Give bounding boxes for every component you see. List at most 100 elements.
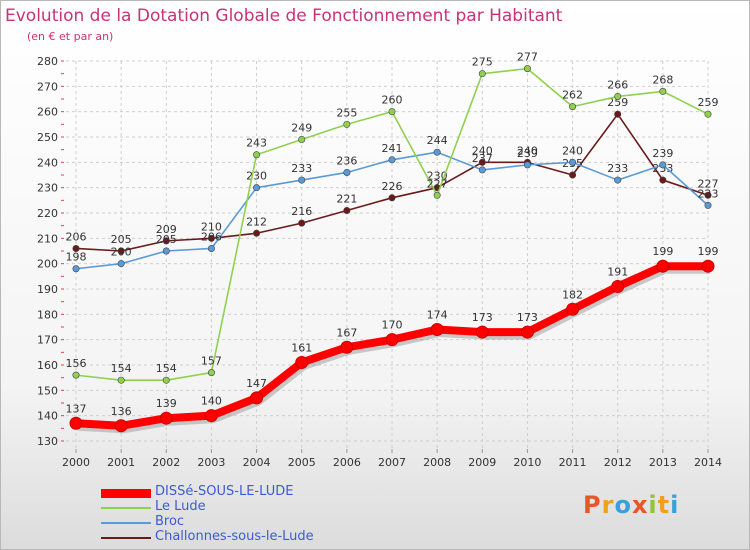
data-label: 240 bbox=[562, 144, 583, 157]
y-tick-label: 140 bbox=[37, 410, 58, 423]
data-point bbox=[614, 176, 622, 184]
data-label: 239 bbox=[517, 147, 538, 160]
data-point bbox=[340, 340, 354, 354]
data-label: 156 bbox=[66, 357, 87, 370]
data-point bbox=[614, 110, 622, 118]
data-label: 137 bbox=[66, 402, 87, 415]
legend-label: Le Lude bbox=[155, 499, 206, 514]
data-label: 139 bbox=[156, 397, 177, 410]
data-label: 170 bbox=[382, 319, 403, 332]
data-label: 206 bbox=[201, 230, 222, 243]
data-label: 210 bbox=[201, 220, 222, 233]
data-point bbox=[343, 206, 351, 214]
data-label: 249 bbox=[291, 122, 312, 135]
data-label: 233 bbox=[291, 162, 312, 175]
data-point bbox=[343, 120, 351, 128]
data-point bbox=[72, 244, 80, 252]
x-tick-label: 2010 bbox=[513, 456, 541, 469]
x-tick-label: 2008 bbox=[423, 456, 451, 469]
data-label: 277 bbox=[517, 51, 538, 64]
data-point bbox=[343, 168, 351, 176]
data-point bbox=[298, 136, 306, 144]
data-point bbox=[704, 191, 712, 199]
data-label: 199 bbox=[698, 245, 719, 258]
x-tick-label: 2012 bbox=[604, 456, 632, 469]
x-tick-label: 2006 bbox=[333, 456, 361, 469]
data-point bbox=[298, 219, 306, 227]
data-label: 230 bbox=[246, 170, 267, 183]
data-point bbox=[478, 70, 486, 78]
logo-letter: o bbox=[614, 491, 632, 519]
data-label: 154 bbox=[156, 362, 177, 375]
data-point bbox=[566, 302, 580, 316]
data-label: 212 bbox=[246, 215, 267, 228]
data-label: 240 bbox=[472, 144, 493, 157]
data-label: 262 bbox=[562, 89, 583, 102]
data-label: 259 bbox=[607, 96, 628, 109]
data-point bbox=[523, 161, 531, 169]
data-point bbox=[659, 161, 667, 169]
x-tick-label: 2000 bbox=[62, 456, 90, 469]
data-label: 199 bbox=[652, 245, 673, 258]
x-tick-label: 2003 bbox=[197, 456, 225, 469]
data-label: 233 bbox=[607, 162, 628, 175]
data-point bbox=[69, 416, 83, 430]
data-point bbox=[117, 376, 125, 384]
data-label: 205 bbox=[111, 233, 132, 246]
data-point bbox=[207, 244, 215, 252]
y-tick-label: 240 bbox=[37, 156, 58, 169]
data-point bbox=[117, 247, 125, 255]
data-label: 227 bbox=[698, 177, 719, 190]
x-tick-label: 2014 bbox=[694, 456, 722, 469]
data-point bbox=[475, 325, 489, 339]
data-label: 233 bbox=[652, 162, 673, 175]
legend-swatch bbox=[101, 488, 151, 498]
data-point bbox=[520, 325, 534, 339]
data-point bbox=[162, 376, 170, 384]
data-point bbox=[72, 371, 80, 379]
data-point bbox=[430, 323, 444, 337]
legend-swatch bbox=[101, 507, 151, 509]
data-point bbox=[523, 65, 531, 73]
legend-item: Broc bbox=[101, 514, 361, 531]
data-point bbox=[253, 151, 261, 159]
legend-label: DISSé-SOUS-LE-LUDE bbox=[155, 484, 294, 499]
data-label: 216 bbox=[291, 205, 312, 218]
data-label: 205 bbox=[156, 233, 177, 246]
data-point bbox=[298, 176, 306, 184]
data-point bbox=[253, 229, 261, 237]
y-tick-label: 270 bbox=[37, 80, 58, 93]
legend: DISSé-SOUS-LE-LUDE Le Lude Broc Challonnes-… bbox=[101, 484, 361, 546]
data-point bbox=[72, 265, 80, 273]
data-label: 191 bbox=[607, 265, 628, 278]
data-point bbox=[614, 92, 622, 100]
y-tick-label: 180 bbox=[37, 308, 58, 321]
data-point bbox=[159, 411, 173, 425]
logo-letter: x bbox=[631, 491, 649, 519]
data-point bbox=[162, 247, 170, 255]
x-tick-label: 2007 bbox=[378, 456, 406, 469]
legend-label: Challonnes-sous-le-Lude bbox=[155, 529, 314, 544]
x-tick-label: 2001 bbox=[107, 456, 135, 469]
y-tick-label: 190 bbox=[37, 283, 58, 296]
data-label: 174 bbox=[427, 309, 448, 322]
y-tick-label: 280 bbox=[37, 55, 58, 68]
legend-item: Challonnes-sous-le-Lude bbox=[101, 529, 361, 546]
data-point bbox=[114, 419, 128, 433]
data-label: 268 bbox=[652, 73, 673, 86]
x-tick-label: 2009 bbox=[468, 456, 496, 469]
data-label: 140 bbox=[201, 395, 222, 408]
logo-letter: P bbox=[583, 491, 602, 519]
x-tick-label: 2013 bbox=[649, 456, 677, 469]
data-label: 239 bbox=[652, 147, 673, 160]
data-point bbox=[659, 87, 667, 95]
data-label: 237 bbox=[472, 152, 493, 165]
data-point bbox=[388, 108, 396, 116]
x-tick-label: 2004 bbox=[243, 456, 271, 469]
data-label: 243 bbox=[246, 137, 267, 150]
y-tick-label: 150 bbox=[37, 384, 58, 397]
logo-letter: r bbox=[601, 491, 615, 519]
data-label: 221 bbox=[336, 192, 357, 205]
legend-label: Broc bbox=[155, 514, 185, 529]
